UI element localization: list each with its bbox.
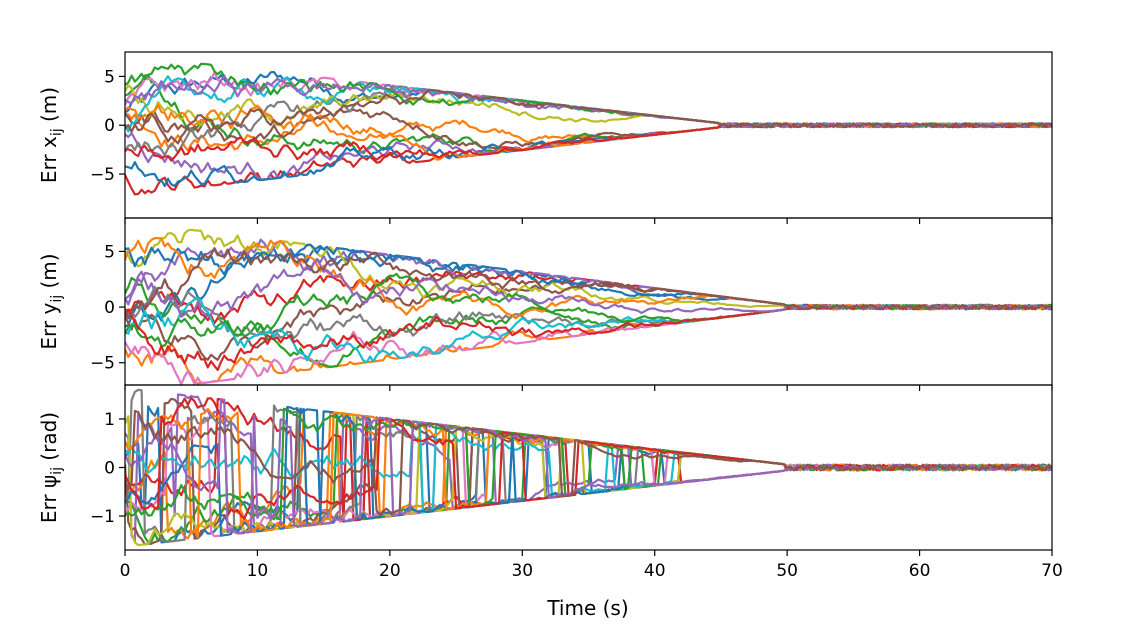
series-line xyxy=(125,303,1052,385)
y-tick-label: 1 xyxy=(104,410,115,430)
x-tick-label: 20 xyxy=(379,561,401,581)
y-axis-label-2: Err yij (m) xyxy=(37,253,65,349)
x-tick-label: 60 xyxy=(909,561,931,581)
series-line xyxy=(125,122,1052,188)
x-tick-label: 50 xyxy=(776,561,798,581)
y-tick-label: 5 xyxy=(104,242,115,262)
series-line xyxy=(125,70,1052,129)
series-line xyxy=(125,122,1052,196)
y-tick-label: −1 xyxy=(90,507,115,527)
y-axis-label-1: Err xij (m) xyxy=(37,87,65,183)
series-line xyxy=(125,303,1052,385)
series-line xyxy=(125,247,1052,320)
series-line xyxy=(125,88,1052,145)
y-tick-label: −5 xyxy=(90,165,115,185)
series-line xyxy=(125,276,1052,368)
series-line xyxy=(125,398,1052,523)
y-tick-label: −5 xyxy=(90,354,115,374)
series-line xyxy=(125,104,1052,161)
series-line xyxy=(125,409,1052,516)
y-tick-label: 0 xyxy=(104,459,115,479)
x-tick-label: 10 xyxy=(247,561,269,581)
panel-2-lines xyxy=(125,228,1052,385)
series-line xyxy=(125,122,1052,162)
series-line xyxy=(125,84,1052,129)
y-axis-label-3: Err ψij (rad) xyxy=(37,412,65,523)
y-tick-label: 0 xyxy=(104,298,115,318)
y-tick-label: 5 xyxy=(104,67,115,87)
series-line xyxy=(125,270,1052,325)
x-tick-label: 70 xyxy=(1041,561,1063,581)
x-tick-label: 30 xyxy=(511,561,533,581)
y-tick-label: 0 xyxy=(104,116,115,136)
x-tick-label: 40 xyxy=(644,561,666,581)
x-axis-label: Time (s) xyxy=(546,596,628,620)
panel-3-lines xyxy=(125,388,1052,547)
x-tick-label: 0 xyxy=(120,561,131,581)
series-line xyxy=(125,238,1052,311)
panel-1-lines xyxy=(125,62,1052,196)
series-line xyxy=(125,398,1052,535)
series-line xyxy=(125,122,1052,182)
series-line xyxy=(125,407,1052,521)
